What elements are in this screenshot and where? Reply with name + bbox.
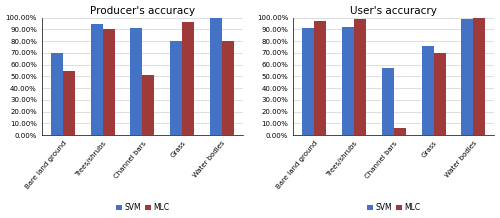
Bar: [474, 18, 486, 135]
Bar: [90, 24, 102, 135]
Bar: [314, 21, 326, 135]
Bar: [394, 128, 406, 135]
Bar: [130, 28, 142, 135]
Bar: [422, 46, 434, 135]
Bar: [342, 27, 354, 135]
Bar: [210, 18, 222, 135]
Title: Producer's accuracy: Producer's accuracy: [90, 5, 195, 15]
Legend: SVM, MLC: SVM, MLC: [364, 200, 424, 215]
Bar: [222, 41, 234, 135]
Bar: [302, 28, 314, 135]
Bar: [51, 53, 63, 135]
Title: User's accuracry: User's accuracry: [350, 5, 437, 15]
Legend: SVM, MLC: SVM, MLC: [112, 200, 172, 215]
Bar: [182, 22, 194, 135]
Bar: [142, 75, 154, 135]
Bar: [102, 29, 115, 135]
Bar: [63, 71, 75, 135]
Bar: [462, 19, 473, 135]
Bar: [382, 68, 394, 135]
Bar: [354, 19, 366, 135]
Bar: [170, 41, 182, 135]
Bar: [434, 53, 446, 135]
